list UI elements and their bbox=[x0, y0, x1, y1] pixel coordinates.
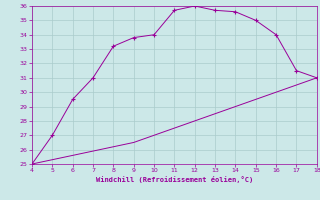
X-axis label: Windchill (Refroidissement éolien,°C): Windchill (Refroidissement éolien,°C) bbox=[96, 176, 253, 183]
